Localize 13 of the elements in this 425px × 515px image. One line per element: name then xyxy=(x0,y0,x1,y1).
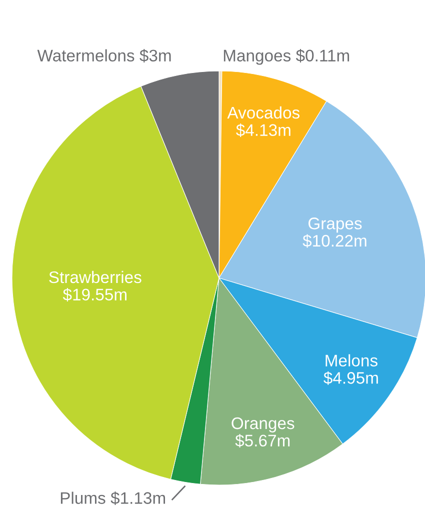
slice-label: Plums $1.13m xyxy=(60,491,166,505)
data-label: $5.67m xyxy=(235,434,290,448)
slice-label: Mangoes $0.11m xyxy=(224,48,350,65)
data-label: $4.13m xyxy=(236,123,290,137)
data-label: $4.95m xyxy=(324,371,378,385)
slice-label: Grapes xyxy=(308,218,362,233)
slice-label: Oranges xyxy=(232,417,294,432)
data-label: $19.55m xyxy=(62,288,126,302)
slice-label: Watermelons $3m xyxy=(37,48,171,62)
slice-label: Avocados xyxy=(227,106,300,119)
slice-label: Melons xyxy=(326,354,378,366)
slice-label: Strawberries xyxy=(49,270,142,284)
data-label: $10.22m xyxy=(302,234,366,248)
